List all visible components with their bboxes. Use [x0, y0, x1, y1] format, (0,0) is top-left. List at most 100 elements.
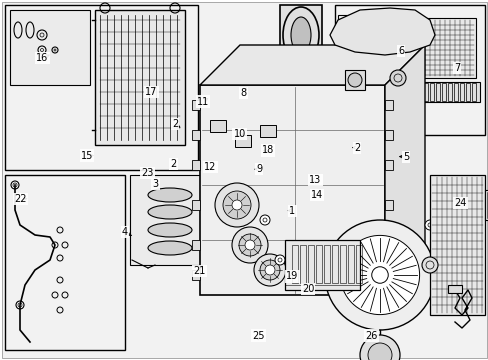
Text: 19: 19 [285, 271, 298, 282]
Bar [192, 270, 200, 280]
Text: 22: 22 [14, 194, 27, 204]
Bar [324, 245, 329, 283]
Text: 2: 2 [353, 143, 359, 153]
Bar [417, 83, 421, 101]
Bar [435, 83, 439, 101]
Bar [423, 83, 427, 101]
Text: 13: 13 [308, 175, 321, 185]
Bar [280, 5, 321, 65]
Ellipse shape [148, 205, 192, 219]
Text: 12: 12 [203, 162, 216, 172]
Circle shape [274, 255, 285, 265]
Bar [384, 240, 392, 250]
Text: 8: 8 [240, 88, 246, 98]
Bar [453, 83, 457, 101]
Bar [5, 5, 198, 170]
Circle shape [389, 70, 405, 86]
Bar [331, 245, 337, 283]
Bar [429, 83, 433, 101]
Bar [384, 130, 392, 140]
Bar [429, 175, 484, 315]
Text: 20: 20 [301, 284, 314, 294]
Ellipse shape [148, 188, 192, 202]
Bar [432, 260, 440, 290]
Bar [407, 82, 479, 102]
Ellipse shape [283, 7, 318, 63]
Bar [337, 15, 407, 100]
Bar [319, 260, 327, 290]
Circle shape [223, 191, 250, 219]
Text: 23: 23 [141, 168, 154, 178]
Text: 21: 21 [193, 266, 205, 276]
Text: 2: 2 [172, 119, 178, 129]
Bar [291, 245, 297, 283]
Bar [10, 10, 90, 85]
Bar [407, 18, 475, 78]
Circle shape [231, 227, 267, 263]
Text: 3: 3 [152, 179, 158, 189]
Bar [447, 285, 461, 293]
Circle shape [260, 215, 269, 225]
Bar [192, 160, 200, 170]
Text: 6: 6 [397, 46, 403, 56]
Text: 9: 9 [256, 164, 262, 174]
Bar [130, 175, 209, 265]
Polygon shape [200, 45, 424, 85]
Circle shape [362, 13, 402, 53]
Bar [384, 270, 392, 280]
Circle shape [244, 240, 254, 250]
Bar [484, 190, 488, 220]
Bar [307, 245, 313, 283]
Bar [209, 120, 225, 132]
Circle shape [264, 265, 274, 275]
Bar [235, 135, 250, 147]
Bar [200, 85, 384, 295]
Circle shape [215, 183, 259, 227]
Bar [260, 125, 275, 137]
Circle shape [347, 73, 361, 87]
Bar [447, 83, 451, 101]
Text: 26: 26 [365, 330, 377, 341]
Bar [285, 240, 359, 290]
Bar [299, 245, 305, 283]
Circle shape [325, 220, 434, 330]
Circle shape [371, 267, 387, 283]
Bar [192, 100, 200, 110]
Circle shape [340, 235, 419, 315]
Text: 7: 7 [453, 63, 459, 73]
Circle shape [239, 234, 261, 256]
Text: 11: 11 [196, 96, 209, 107]
Bar [411, 83, 415, 101]
Text: 10: 10 [233, 129, 245, 139]
Bar [384, 200, 392, 210]
Circle shape [305, 265, 314, 275]
Ellipse shape [148, 241, 192, 255]
Circle shape [260, 260, 280, 280]
Circle shape [421, 257, 437, 273]
Bar [192, 130, 200, 140]
Bar [95, 10, 184, 145]
Circle shape [377, 28, 387, 38]
Text: 1: 1 [289, 206, 295, 216]
Bar [459, 83, 463, 101]
Circle shape [359, 335, 399, 360]
Polygon shape [384, 45, 424, 295]
Text: 17: 17 [145, 87, 158, 97]
Bar [355, 245, 361, 283]
Text: 4: 4 [122, 227, 127, 237]
Bar [471, 83, 475, 101]
Bar [192, 240, 200, 250]
Bar [465, 83, 469, 101]
Polygon shape [329, 8, 434, 55]
Bar [339, 245, 346, 283]
Bar [384, 160, 392, 170]
Bar [345, 70, 364, 90]
Text: 14: 14 [310, 190, 323, 200]
Bar [347, 245, 353, 283]
Text: 25: 25 [251, 330, 264, 341]
Bar [384, 100, 392, 110]
Ellipse shape [290, 17, 310, 53]
Bar [441, 83, 445, 101]
Text: 2: 2 [170, 159, 176, 169]
Bar [192, 200, 200, 210]
